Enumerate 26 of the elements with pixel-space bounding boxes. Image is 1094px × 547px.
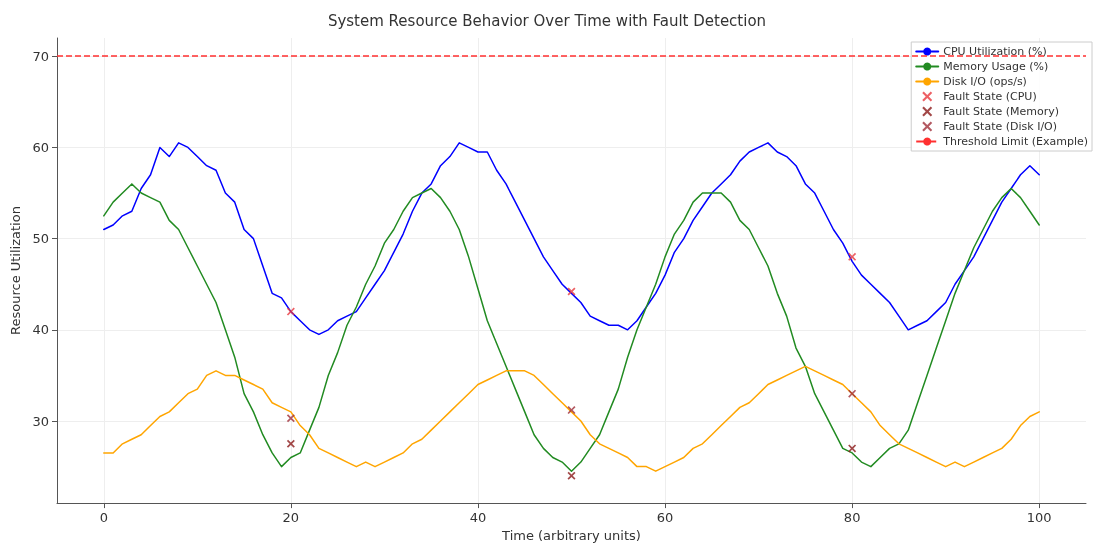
x-tick-label: 100 bbox=[1026, 510, 1052, 526]
legend-label: Fault State (Disk I/O) bbox=[943, 120, 1058, 133]
y-tick-label: 70 bbox=[32, 48, 49, 64]
y-axis-title: Resource Utilization bbox=[7, 206, 23, 335]
y-tick-label: 50 bbox=[32, 231, 49, 247]
legend-label: Memory Usage (%) bbox=[943, 60, 1049, 73]
x-tick-label: 20 bbox=[282, 510, 300, 526]
legend-label: Fault State (Memory) bbox=[943, 105, 1060, 118]
point bbox=[567, 287, 576, 296]
y-tick-label: 40 bbox=[32, 322, 49, 338]
legend-label: Fault State (CPU) bbox=[943, 90, 1037, 103]
legend-label: Threshold Limit (Example) bbox=[942, 135, 1088, 148]
legend-label: Disk I/O (ops/s) bbox=[943, 75, 1027, 88]
legend-label: CPU Utilization (%) bbox=[943, 45, 1047, 58]
point bbox=[286, 439, 295, 448]
x-tick-label: 60 bbox=[656, 510, 674, 526]
point bbox=[848, 252, 857, 261]
x-tick-label: 40 bbox=[469, 510, 487, 526]
line-series bbox=[103, 365, 1040, 472]
point bbox=[286, 414, 295, 423]
x-axis-title: Time (arbitrary units) bbox=[501, 528, 641, 543]
y-tick-label: 60 bbox=[32, 139, 49, 155]
chart-title: System Resource Behavior Over Time with Fault Detection bbox=[327, 11, 767, 30]
y-tick-label: 30 bbox=[32, 413, 49, 429]
x-tick-label: 0 bbox=[99, 510, 108, 526]
x-tick-label: 80 bbox=[843, 510, 861, 526]
